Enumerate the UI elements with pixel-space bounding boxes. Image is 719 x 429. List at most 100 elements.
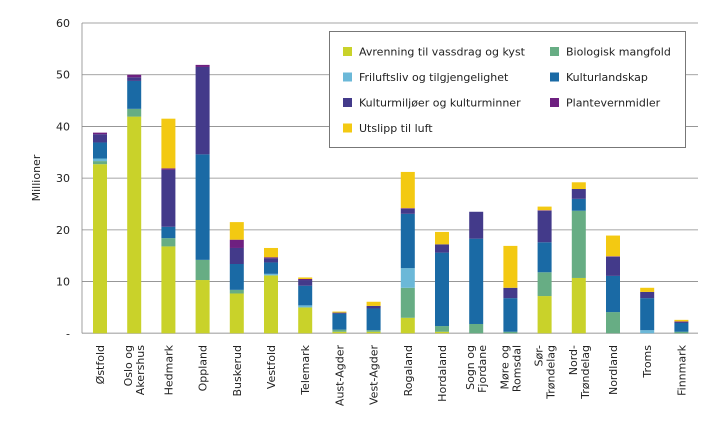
y-tick-label: 30 [56,172,70,185]
bar-segment [469,238,484,324]
bar-segment [503,245,518,288]
bar-segment [229,293,244,334]
bar-segment [400,268,415,288]
legend-label: Biologisk mangfold [566,46,671,59]
bar-segment [161,226,176,239]
y-axis-label: Millioner [30,154,43,201]
bar-segment [127,80,142,109]
bar-segment [674,321,689,322]
legend-label: Utslipp til luft [359,122,433,135]
y-axis: - 10 20 30 40 50 60 [56,17,83,340]
x-tick-label-line: Nordland [607,345,620,395]
x-tick-label: Rogaland [402,345,415,396]
bar-segment [606,275,620,313]
bar-segment [298,305,313,308]
bar-segment [400,287,415,318]
bar-segment [606,312,620,334]
bar-segment [332,329,347,332]
bar-segment [400,213,415,269]
bar-segment [435,244,449,253]
legend-swatch [550,47,559,56]
bar-segment [161,168,176,170]
x-tick-label-line: Nord- [567,345,580,375]
legend-label: Avrenning til vassdrag og kyst [359,46,526,59]
x-tick-label: Nordland [607,345,620,395]
bar-segment [127,116,142,334]
bar-segment [229,263,244,290]
x-tick-label: Oslo ogAkershus [122,345,147,395]
bar-segment [503,331,518,334]
bar-segment [366,308,381,331]
x-tick-label-line: Akershus [134,345,147,395]
legend-box [329,31,686,148]
bar-segment [469,211,484,239]
x-tick-label-line: Aust-Agder [333,345,346,407]
bar-segment [264,275,278,334]
x-tick-label-line: Telemark [299,344,312,395]
x-tick-label: Troms [641,345,654,379]
legend-label: Kulturlandskap [566,71,648,84]
bar-segment [400,171,415,209]
y-tick-label: 40 [56,120,70,133]
bar-segment [298,280,313,286]
bar-segment [93,161,107,165]
bar-segment [503,287,518,299]
bar-segment [229,239,244,248]
bar-segment [640,330,655,334]
x-tick-label: Nord-Trøndelag [567,345,592,400]
bar-segment [161,238,176,247]
y-tick-label: - [66,327,70,340]
legend: Avrenning til vassdrag og kyst Biologisk … [329,31,686,148]
bar-segment [195,154,210,260]
bar-segment [264,273,278,276]
bar-segment [537,272,552,297]
x-tick-label-line: Rogaland [402,345,415,396]
x-tick-label-line: Vestfold [265,345,278,389]
legend-swatch [550,72,559,82]
bar-segment [571,189,586,199]
bar-segment [537,242,552,273]
x-axis-labels: Østfold Oslo ogAkershus Hedmark Oppland Busk… [94,344,688,406]
bar-segment [674,319,689,322]
y-tick-label: 10 [56,276,70,289]
bar-segment [127,74,142,78]
x-tick-label: Vest-Agder [368,345,381,405]
bar-segment [400,208,415,214]
legend-swatch [343,47,352,56]
x-tick-label-line: Fjordane [476,345,489,393]
bar-segment [93,142,107,159]
x-tick-label-line: Buskerud [231,345,244,396]
legend-label: Friluftsliv og tilgjengelighet [359,71,509,84]
bar-segment [674,322,689,332]
legend-swatch [343,72,352,82]
bar-segment [640,291,655,299]
bar-segment [229,222,244,240]
bar-segment [366,305,381,309]
bar-segment [571,182,586,190]
bar-segment [332,331,347,334]
bar-segment [606,256,620,257]
bar-segment [400,317,415,334]
x-tick-label-line: Sør- [533,345,546,367]
bar-segment [366,301,381,306]
bar-segment [195,259,210,281]
x-tick-label: Sogn ogFjordane [464,345,489,393]
bar-segment [537,296,552,334]
bar-segment [298,307,313,334]
bar-segment [332,312,347,314]
bar-segment [229,289,244,294]
x-tick-label-line: Sogn og [464,345,477,390]
x-tick-label: Møre ogRomsdal [498,345,523,392]
bar-segment [264,258,278,263]
x-tick-label: Hedmark [162,344,175,395]
bar-segment [264,247,278,258]
x-tick-label-line: Trøndelag [579,345,592,400]
bar-segment [537,210,552,211]
bar-segment [161,118,176,169]
x-tick-label-line: Oppland [197,345,210,391]
legend-label: Plantevernmidler [566,97,661,110]
bar-segment [606,235,620,257]
legend-swatch [343,123,352,133]
bar-segment [435,231,449,245]
